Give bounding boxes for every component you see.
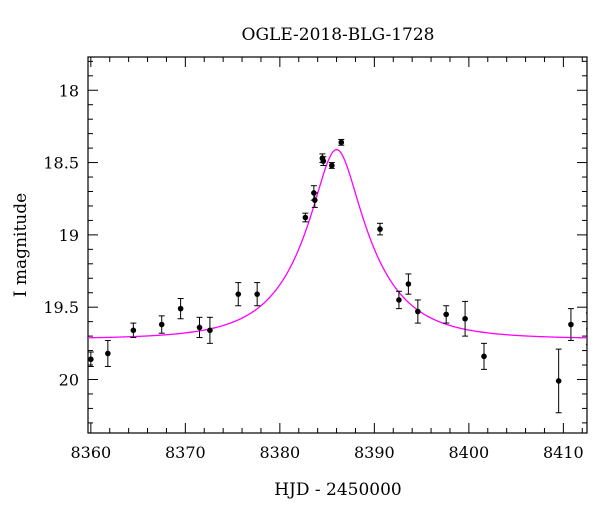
data-marker <box>196 324 203 331</box>
axis-ticks <box>88 57 587 433</box>
data-point <box>130 322 137 339</box>
model-curve <box>88 148 587 339</box>
data-point <box>555 348 562 414</box>
data-marker <box>254 291 260 297</box>
data-point <box>104 339 111 367</box>
plot-area <box>88 138 587 414</box>
data-point <box>443 305 450 324</box>
data-point <box>196 316 203 339</box>
data-point <box>206 316 213 344</box>
data-marker <box>338 139 345 146</box>
data-point <box>480 342 487 370</box>
data-marker <box>555 378 562 384</box>
data-marker <box>329 162 335 169</box>
data-point <box>377 222 384 236</box>
data-marker <box>158 321 165 328</box>
x-tick-label: 8410 <box>543 443 584 462</box>
x-tick-label: 8400 <box>449 443 490 462</box>
data-point <box>338 138 345 146</box>
data-marker <box>302 214 309 221</box>
data-point <box>311 192 318 208</box>
data-point <box>395 290 402 310</box>
data-marker <box>207 327 213 334</box>
data-point <box>235 282 242 307</box>
data-point <box>254 282 261 307</box>
data-marker <box>462 315 468 322</box>
data-marker <box>88 356 94 363</box>
data-marker <box>235 291 242 297</box>
y-tick-label: 19.5 <box>43 298 79 317</box>
data-marker <box>568 321 574 328</box>
data-point <box>585 312 587 346</box>
y-tick-label: 20 <box>59 370 79 389</box>
x-tick-label: 8370 <box>165 443 206 462</box>
data-point <box>414 299 421 324</box>
x-axis-label: HJD - 2450000 <box>274 480 402 500</box>
data-marker <box>320 158 327 164</box>
data-marker <box>396 297 402 303</box>
data-point <box>328 162 335 169</box>
data-marker <box>586 326 587 331</box>
data-point <box>320 156 327 166</box>
x-tick-label: 8380 <box>259 443 300 462</box>
data-marker <box>130 327 137 334</box>
tick-labels: 8360 8370 8380 8390 8400 8410 18 18.5 19 19.5 20 <box>43 81 583 462</box>
y-tick-label: 18 <box>59 81 79 100</box>
data-marker <box>105 350 111 357</box>
data-point <box>302 212 309 223</box>
y-tick-label: 18.5 <box>43 154 79 173</box>
y-axis-label: I magnitude <box>11 193 31 297</box>
y-tick-label: 19 <box>59 226 79 245</box>
x-tick-label: 8360 <box>70 443 111 462</box>
data-point <box>88 351 94 367</box>
data-point <box>405 273 412 295</box>
data-marker <box>312 197 318 203</box>
data-point <box>567 308 574 341</box>
data-marker <box>377 226 383 232</box>
data-marker <box>177 305 184 312</box>
chart-title: OGLE-2018-BLG-1728 <box>242 25 435 45</box>
data-point <box>177 298 184 320</box>
data-marker <box>415 308 421 315</box>
data-point <box>158 315 165 334</box>
x-tick-label: 8390 <box>354 443 395 462</box>
plot-frame <box>87 56 588 434</box>
data-marker <box>481 353 487 360</box>
data-point <box>462 300 469 337</box>
data-marker <box>405 281 412 287</box>
data-marker <box>443 311 449 318</box>
